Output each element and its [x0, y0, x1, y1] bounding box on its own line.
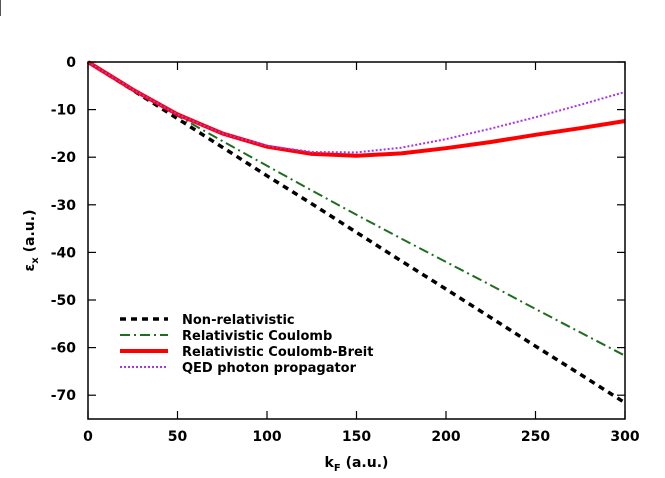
series-line-3: [86, 60, 626, 158]
x-tick-label: 150: [342, 429, 371, 445]
y-tick-label: -30: [51, 198, 77, 214]
x-tick-label: 50: [168, 429, 188, 445]
x-tick-label: 250: [521, 429, 550, 445]
y-axis-label: εx (a.u.): [22, 210, 41, 272]
x-tick-label: 200: [431, 429, 460, 445]
x-axis-label: kF (a.u.): [325, 455, 389, 474]
series-line-4: [87, 61, 626, 154]
legend-label-1: Non-relativistic: [182, 313, 295, 328]
x-tick-label: 300: [610, 429, 639, 445]
plot-area: [86, 60, 626, 405]
legend-label-3: Relativistic Coulomb-Breit: [182, 345, 373, 360]
y-tick-label: -50: [51, 293, 77, 309]
series-line-2: [87, 61, 626, 357]
y-tick-label: 0: [66, 55, 76, 71]
axes: 0 50 100 150 200 250 300 0 -10 -20 -30 -40 -50 -60 -70…: [22, 55, 640, 474]
y-tick-label: -60: [51, 341, 77, 357]
x-tick-label: 0: [83, 429, 93, 445]
legend-label-2: Relativistic Coulomb: [182, 329, 332, 344]
y-tick-label: -70: [51, 388, 77, 404]
y-tick-label: -40: [51, 245, 77, 261]
y-tick-label: -20: [51, 150, 77, 166]
y-tick-label: -10: [51, 103, 77, 119]
series-line-1: [87, 60, 626, 405]
x-tick-label: 100: [252, 429, 281, 445]
legend-label-4: QED photon propagator: [182, 361, 357, 376]
window-edge-mark: [0, 0, 1, 16]
